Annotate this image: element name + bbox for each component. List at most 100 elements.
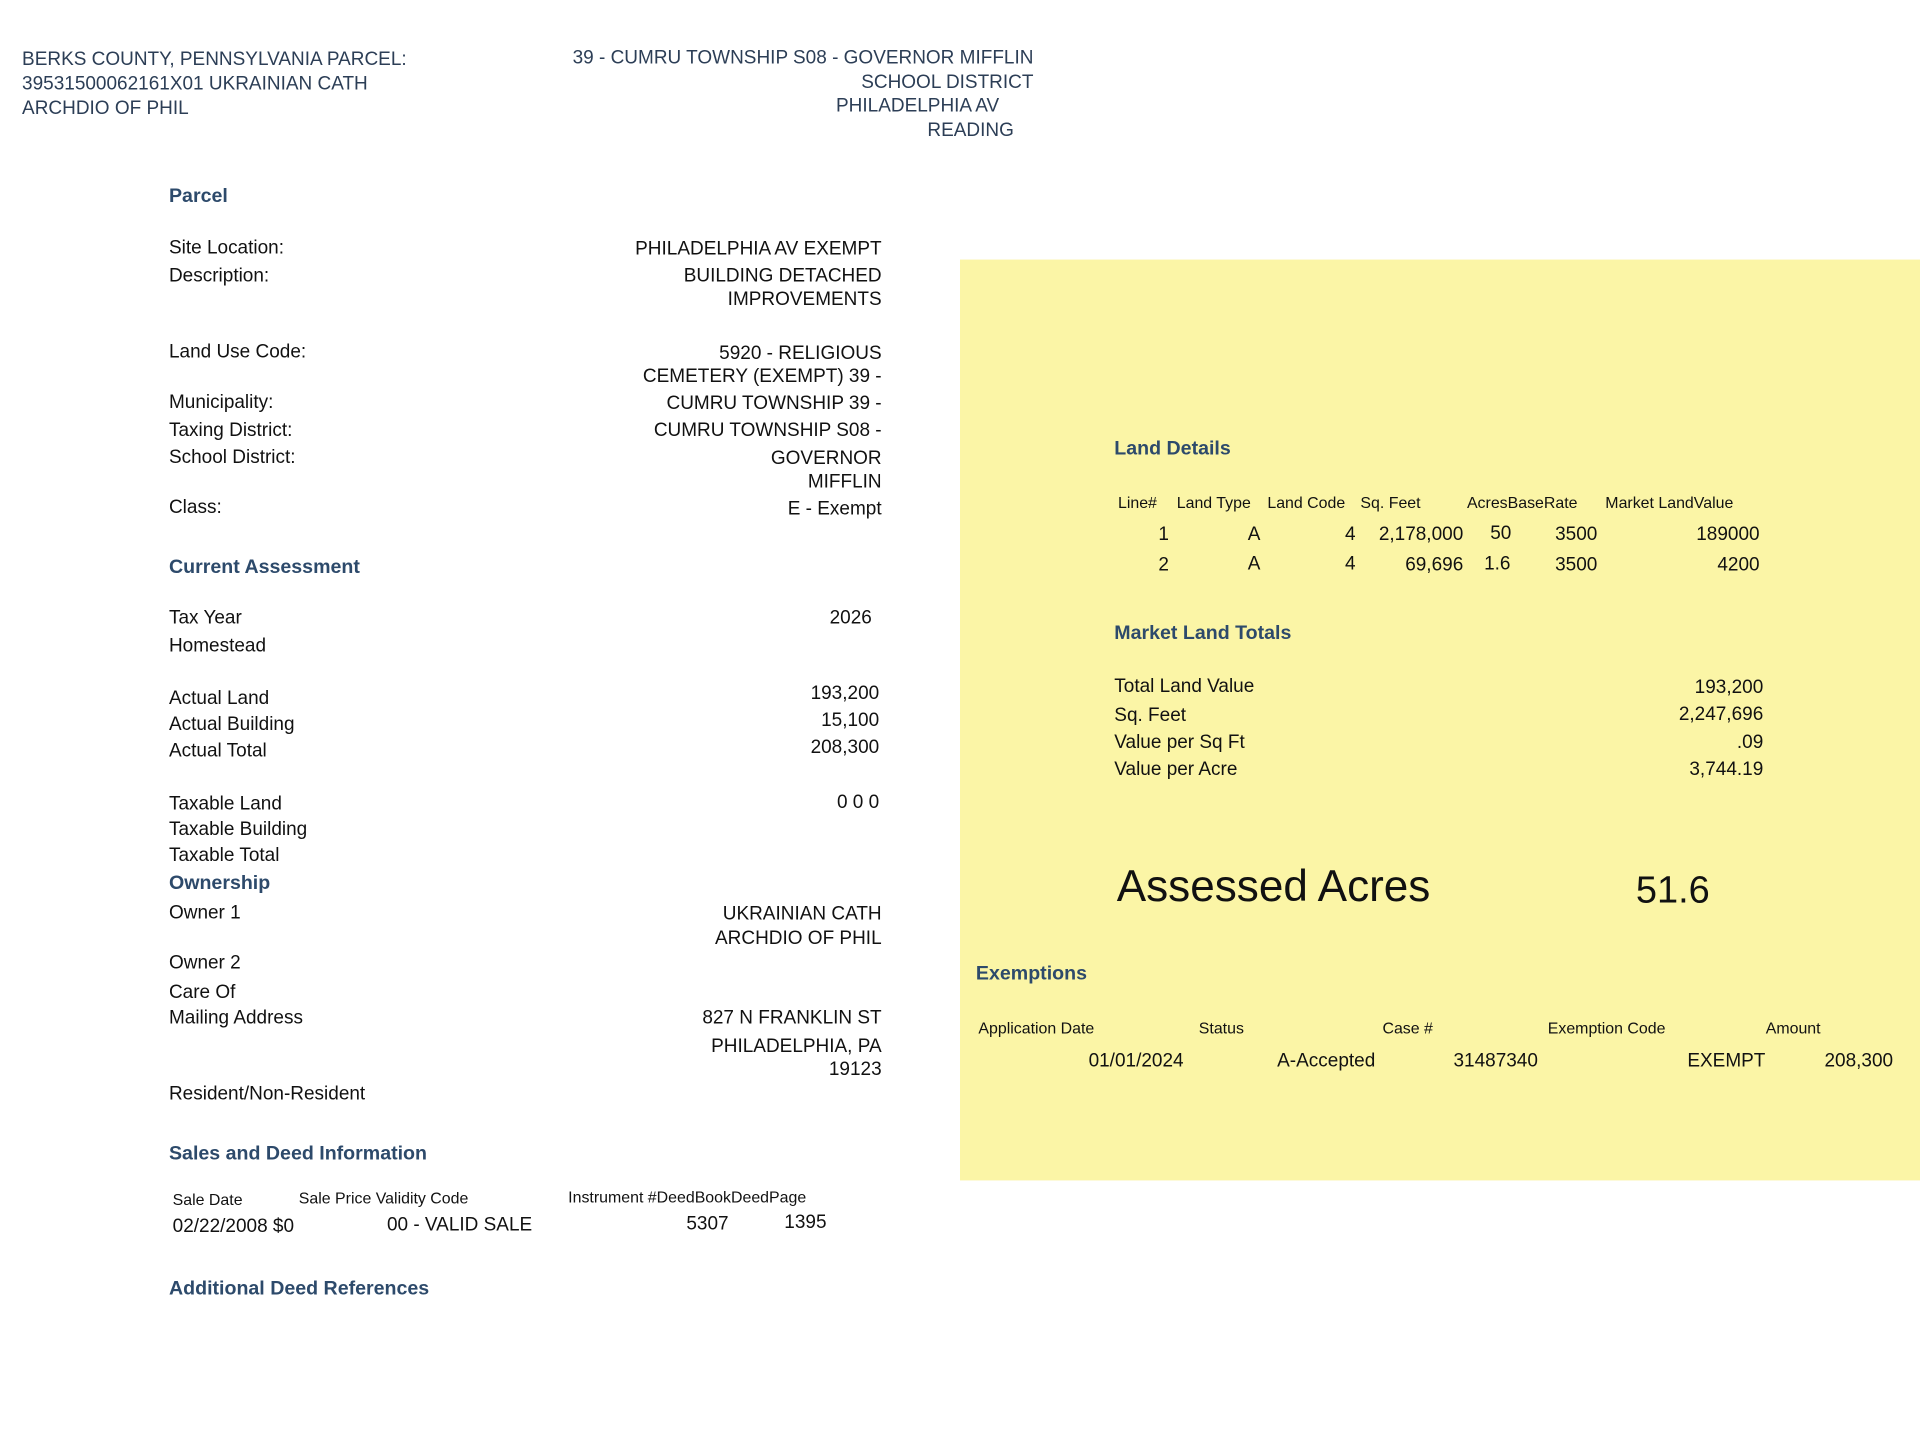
cell: 189000 (1696, 524, 1760, 545)
label: Municipality: (168, 391, 274, 413)
label: Sq. Feet (1114, 705, 1187, 727)
col-header: Sq. Feet (1360, 493, 1421, 512)
label: Actual Land (168, 688, 270, 709)
label: Taxable Building (168, 819, 308, 841)
value: CEMETERY (EXEMPT) 39 - (642, 366, 882, 387)
label: Homestead (168, 635, 267, 657)
assessed-acres-label: Assessed Acres (1116, 860, 1431, 912)
label: Owner 1 (168, 902, 241, 924)
cell: A (1247, 553, 1261, 575)
value: .09 (1736, 732, 1764, 754)
land-panel (960, 259, 1920, 1181)
parcel-heading: Parcel (168, 186, 228, 207)
value: ARCHDIO OF PHIL (715, 928, 882, 949)
col-header: Land Type (1176, 493, 1251, 512)
header-left-2: 39531500062161X01 UKRAINIAN CATH (22, 73, 368, 95)
header-right-2: SCHOOL DISTRICT (861, 72, 1034, 94)
col-header: Application Date (978, 1018, 1095, 1038)
value: 3,744.19 (1689, 759, 1764, 781)
cell: 2 (1158, 554, 1169, 576)
cell: A (1247, 524, 1261, 545)
sales-heading: Sales and Deed Information (168, 1143, 428, 1165)
cell: 3500 (1555, 524, 1598, 545)
cell: 01/01/2024 (1088, 1050, 1184, 1072)
value: 0 0 0 (836, 792, 880, 814)
cell: 02/22/2008 $0 (172, 1215, 295, 1237)
label: Taxable Land (168, 793, 282, 815)
value: CUMRU TOWNSHIP S08 - (653, 420, 882, 441)
cell: 208,300 (1824, 1050, 1894, 1072)
col-header: Case # (1382, 1018, 1433, 1038)
cell: 69,696 (1405, 554, 1464, 576)
value: E - Exempt (787, 498, 882, 520)
col-header: Instrument #DeedBookDeedPage (568, 1187, 807, 1207)
col-header: Exemption Code (1547, 1018, 1666, 1038)
label: Resident/Non-Resident (168, 1083, 366, 1105)
cell: 00 - VALID SALE (386, 1214, 533, 1236)
value: UKRAINIAN CATH (722, 903, 882, 925)
cell: 1395 (784, 1212, 827, 1234)
cell: 31487340 (1453, 1050, 1538, 1072)
cell: 4200 (1717, 554, 1760, 576)
ownership-heading: Ownership (168, 873, 271, 894)
value: 19123 (828, 1059, 882, 1081)
col-header: Market LandValue (1605, 493, 1734, 512)
value: BUILDING DETACHED (683, 265, 882, 287)
value: GOVERNOR (770, 448, 882, 469)
value: PHILADELPHIA, PA (711, 1035, 882, 1057)
cell: 4 (1344, 553, 1356, 575)
label: Taxable Total (168, 844, 280, 866)
value: 208,300 (810, 737, 880, 758)
cell: 1.6 (1484, 553, 1511, 575)
totals-heading: Market Land Totals (1114, 623, 1292, 645)
label: Site Location: (168, 237, 285, 259)
header-left-1: BERKS COUNTY, PENNSYLVANIA PARCEL: (22, 48, 407, 70)
label: Value per Acre (1114, 759, 1238, 781)
assessment-heading: Current Assessment (168, 557, 360, 578)
label: Class: (168, 497, 222, 518)
value: 5920 - RELIGIOUS (719, 342, 882, 364)
value: IMPROVEMENTS (727, 288, 882, 310)
col-header: AcresBaseRate (1466, 493, 1578, 512)
label: Description: (168, 265, 270, 287)
col-header: Sale Price Validity Code (298, 1188, 469, 1208)
land-details-heading: Land Details (1114, 438, 1231, 460)
value: 193,200 (810, 683, 880, 705)
value: MIFFLIN (807, 471, 882, 493)
exemptions-heading: Exemptions (975, 963, 1087, 985)
label: Actual Total (168, 740, 267, 762)
col-header: Amount (1765, 1018, 1821, 1038)
label: Tax Year (168, 607, 242, 629)
col-header: Sale Date (172, 1190, 243, 1209)
cell: 50 (1490, 522, 1512, 544)
label: Actual Building (168, 713, 295, 735)
header-left-3: ARCHDIO OF PHIL (22, 97, 189, 119)
label: Land Use Code: (168, 341, 307, 363)
assessed-acres-value: 51.6 (1635, 868, 1710, 912)
header-right-1: 39 - CUMRU TOWNSHIP S08 - GOVERNOR MIFFL… (572, 47, 1034, 69)
additional-heading: Additional Deed References (168, 1278, 430, 1300)
value: CUMRU TOWNSHIP 39 - (666, 393, 882, 414)
cell: A-Accepted (1277, 1050, 1376, 1072)
cell: 4 (1344, 524, 1356, 545)
label: Total Land Value (1114, 675, 1255, 697)
header-right-3: PHILADELPHIA AV (836, 95, 1000, 117)
col-header: Line# (1117, 493, 1157, 512)
cell: 2,178,000 (1378, 524, 1464, 545)
value: 15,100 (821, 710, 880, 732)
col-header: Land Code (1267, 493, 1346, 512)
label: Owner 2 (168, 952, 241, 974)
value: PHILADELPHIA AV EXEMPT (635, 238, 882, 260)
value: 2026 (829, 607, 872, 629)
cell: 3500 (1555, 554, 1598, 576)
cell: 5307 (686, 1213, 729, 1235)
label: Mailing Address (168, 1007, 303, 1029)
label: Taxing District: (168, 420, 293, 441)
label: School District: (168, 446, 296, 468)
label: Value per Sq Ft (1114, 732, 1245, 754)
col-header: Status (1198, 1018, 1244, 1038)
value: 827 N FRANKLIN ST (702, 1007, 882, 1029)
label: Care Of (168, 982, 236, 1003)
value: 193,200 (1694, 677, 1764, 698)
